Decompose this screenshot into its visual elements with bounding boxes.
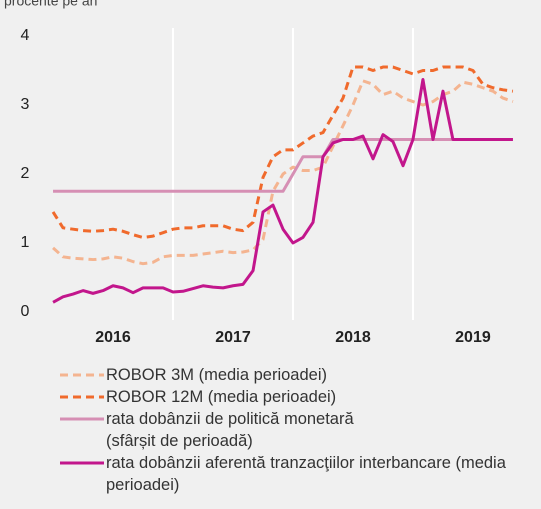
legend-item: rata dobânzii aferentă tranzacţiilor int… xyxy=(58,452,531,496)
x-tick-label: 2018 xyxy=(335,329,371,346)
legend-item: rata dobânzii de politică monetară (sfâr… xyxy=(58,408,531,452)
legend-swatch xyxy=(60,395,104,399)
legend-label: ROBOR 12M (media perioadei) xyxy=(106,388,337,406)
legend: ROBOR 3M (media perioadei) ROBOR 12M (med… xyxy=(58,364,531,496)
legend-item: ROBOR 12M (media perioadei) xyxy=(58,386,531,408)
legend-swatch xyxy=(60,417,104,421)
x-tick-label: 2019 xyxy=(455,329,491,346)
series-line xyxy=(52,77,513,304)
legend-swatch xyxy=(60,373,104,377)
legend-label: rata dobânzii de politică monetară (sfâr… xyxy=(106,410,354,450)
y-tick-label: 3 xyxy=(21,96,30,113)
chart: procente pe an 0 1 2 3 4 2016 2017 2018 2019 xyxy=(4,0,514,346)
y-tick-label: 0 xyxy=(21,303,30,320)
series-line xyxy=(53,138,513,193)
series-line xyxy=(52,79,514,266)
legend-swatch xyxy=(60,461,104,465)
x-tick-label: 2017 xyxy=(215,329,251,346)
legend-label: rata dobânzii aferentă tranzacţiilor int… xyxy=(106,454,506,494)
x-tick-label: 2016 xyxy=(95,329,131,346)
series-line xyxy=(51,65,514,239)
y-tick-label: 4 xyxy=(21,27,30,44)
y-axis-label: procente pe an xyxy=(4,0,97,9)
legend-item: ROBOR 3M (media perioadei) xyxy=(58,364,531,386)
legend-label: ROBOR 3M (media perioadei) xyxy=(106,366,327,384)
y-tick-label: 1 xyxy=(21,234,30,251)
y-tick-label: 2 xyxy=(21,165,30,182)
